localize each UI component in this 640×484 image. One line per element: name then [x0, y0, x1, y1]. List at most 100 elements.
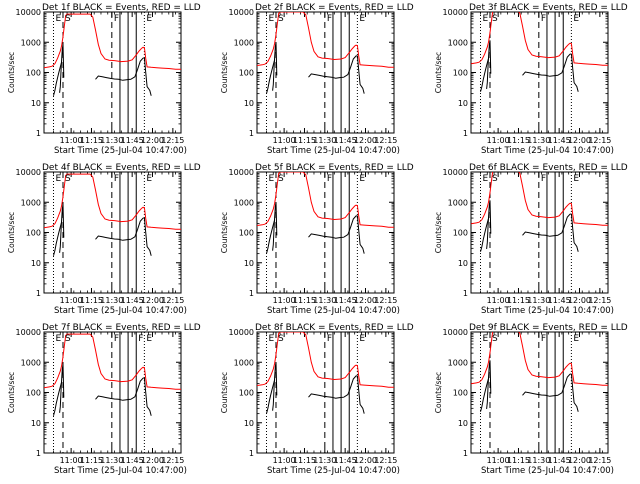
series-black-events [570, 53, 579, 92]
marker-label: E [268, 334, 274, 344]
y-tick-label: 10000 [16, 8, 41, 17]
chart-panel-3: Det 3f BLACK = Events, RED = LLD 1 10 100 10… [434, 3, 628, 156]
series-black-events [522, 373, 572, 397]
x-tick-label: 11:45 [334, 136, 357, 145]
marker-label: E [268, 174, 274, 184]
x-tick-label: 11:00 [487, 296, 510, 305]
series-black-events [480, 57, 490, 92]
x-tick-label: 11:15 [507, 136, 530, 145]
x-axis-label: Start Time (25-Jul-04 10:47:00) [267, 146, 400, 156]
chart-title: Det 1f BLACK = Events, RED = LLD [42, 3, 201, 13]
series-black-events [143, 217, 152, 256]
marker-label: E [55, 334, 61, 344]
x-tick-label: 12:15 [588, 136, 611, 145]
plot-area [44, 332, 181, 453]
y-tick-label: 10 [31, 419, 41, 428]
series-black-events [570, 213, 579, 252]
y-tick-label: 10 [31, 259, 41, 268]
x-axis-label: Start Time (25-Jul-04 10:47:00) [267, 306, 400, 316]
x-tick-label: 11:15 [293, 296, 316, 305]
y-tick-label: 1 [463, 449, 468, 458]
chart-panel-6: Det 6f BLACK = Events, RED = LLD 1 10 100 10… [434, 163, 628, 316]
series-black-events [272, 202, 278, 251]
y-tick-label: 100 [453, 389, 468, 398]
marker-label: E [55, 14, 61, 24]
marker-label: F [541, 14, 546, 24]
series-red-lld [257, 172, 394, 228]
y-tick-label: 10 [458, 99, 468, 108]
marker-label: F [114, 174, 119, 184]
x-tick-label: 11:00 [487, 136, 510, 145]
series-black-events [486, 200, 492, 249]
y-tick-label: 1000 [21, 358, 41, 367]
series-black-events [95, 217, 145, 241]
marker-label: E [573, 334, 579, 344]
x-tick-label: 12:15 [588, 296, 611, 305]
plot-frame [43, 331, 182, 454]
plot-frame [256, 331, 395, 454]
x-tick-label: 11:45 [548, 456, 571, 465]
series-red-lld [257, 332, 394, 388]
x-tick-label: 12:00 [141, 136, 164, 145]
y-axis-label: Counts/sec [220, 52, 229, 93]
y-tick-label: 1000 [448, 358, 468, 367]
y-axis-label: Counts/sec [7, 372, 16, 413]
series-black-events [480, 217, 490, 252]
series-red-lld [44, 173, 181, 230]
y-tick-label: 1000 [234, 38, 254, 47]
chart-panel-7: Det 7f BLACK = Events, RED = LLD 1 10 100 10… [7, 323, 201, 476]
x-tick-label: 11:45 [121, 296, 144, 305]
x-tick-label: 11:45 [121, 456, 144, 465]
plot-area [471, 332, 608, 453]
y-tick-label: 10000 [229, 8, 254, 17]
series-black-events [356, 375, 365, 414]
plot-area [44, 172, 181, 293]
chart-panel-4: Det 4f BLACK = Events, RED = LLD 1 10 100 10… [7, 163, 201, 316]
chart-title: Det 9f BLACK = Events, RED = LLD [469, 323, 628, 333]
x-tick-label: 12:00 [141, 456, 164, 465]
x-tick-label: 11:00 [487, 456, 510, 465]
plot-frame [470, 11, 609, 134]
x-tick-label: 11:30 [527, 136, 550, 145]
marker-label: E [359, 174, 365, 184]
marker-label: E [146, 334, 152, 344]
plot-frame [43, 11, 182, 134]
x-axis-label: Start Time (25-Jul-04 10:47:00) [481, 146, 614, 156]
x-axis-label: Start Time (25-Jul-04 10:47:00) [267, 466, 400, 476]
plot-frame [470, 331, 609, 454]
x-tick-label: 11:30 [100, 296, 123, 305]
y-axis-label: Counts/sec [220, 212, 229, 253]
series-black-events [480, 377, 490, 412]
marker-label: E [573, 14, 579, 24]
marker-label: F [541, 174, 546, 184]
y-axis-label: Counts/sec [7, 212, 16, 253]
x-axis-label: Start Time (25-Jul-04 10:47:00) [54, 146, 187, 156]
y-tick-label: 1000 [234, 358, 254, 367]
series-black-events [308, 375, 358, 399]
series-black-events [272, 362, 278, 411]
x-tick-label: 12:15 [161, 456, 184, 465]
marker-label: F [327, 334, 332, 344]
x-tick-label: 11:45 [121, 136, 144, 145]
x-tick-label: 11:15 [293, 456, 316, 465]
y-tick-label: 1 [36, 129, 41, 138]
chart-panel-2: Det 2f BLACK = Events, RED = LLD 1 10 100 10… [220, 3, 414, 156]
y-tick-label: 10000 [443, 8, 468, 17]
y-tick-label: 1 [463, 289, 468, 298]
x-tick-label: 11:15 [507, 456, 530, 465]
y-tick-label: 1000 [21, 38, 41, 47]
y-tick-label: 10000 [229, 328, 254, 337]
y-axis-label: Counts/sec [434, 212, 443, 253]
chart-panel-1: Det 1f BLACK = Events, RED = LLD 1 10 100 10… [7, 3, 201, 156]
x-tick-label: 11:00 [273, 296, 296, 305]
y-tick-label: 1 [36, 289, 41, 298]
series-red-lld [471, 332, 608, 386]
marker-label: E [55, 174, 61, 184]
x-tick-label: 11:45 [548, 296, 571, 305]
chart-title: Det 3f BLACK = Events, RED = LLD [469, 3, 628, 13]
plot-frame [43, 171, 182, 294]
y-tick-label: 100 [26, 229, 41, 238]
marker-label: S [278, 14, 284, 24]
x-tick-label: 11:00 [60, 296, 83, 305]
